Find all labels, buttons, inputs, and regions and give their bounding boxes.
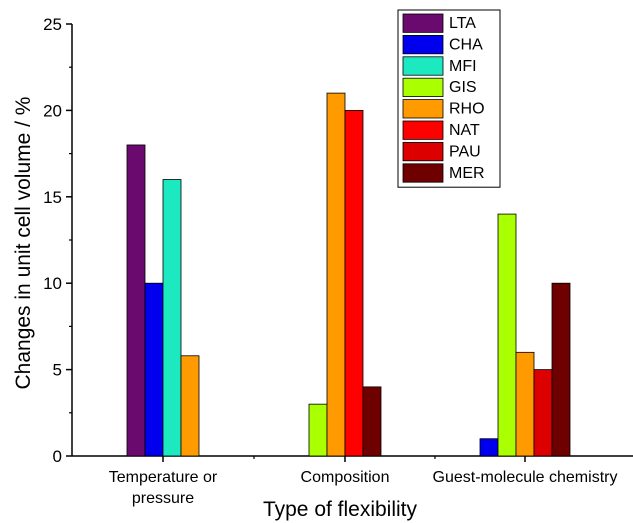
legend-swatch-lta bbox=[402, 13, 444, 33]
bar-rho bbox=[180, 355, 200, 457]
x-tick-label: Composition bbox=[301, 469, 390, 486]
legend-label-rho: RHO bbox=[449, 101, 485, 118]
y-tick-label: 5 bbox=[53, 361, 62, 380]
legend-swatch-pau bbox=[402, 141, 444, 162]
bar-cha bbox=[479, 438, 499, 457]
bar-pau bbox=[533, 369, 553, 457]
bar-mer bbox=[551, 282, 571, 457]
legend-label-nat: NAT bbox=[449, 122, 480, 139]
x-tick-label: Temperature or bbox=[109, 469, 218, 486]
bar-lta bbox=[126, 144, 146, 457]
legend-swatch-cha bbox=[402, 35, 444, 55]
x-axis-label: Type of flexibility bbox=[263, 498, 418, 521]
legend-label-cha: CHA bbox=[449, 36, 483, 53]
legend-swatch-nat bbox=[402, 120, 444, 140]
y-tick-label: 20 bbox=[43, 101, 62, 120]
bar-nat bbox=[344, 110, 364, 457]
legend-label-lta: LTA bbox=[449, 15, 476, 32]
legend-label-mer: MER bbox=[449, 165, 485, 182]
legend-swatch-gis bbox=[402, 77, 444, 97]
y-axis-label: Changes in unit cell volume / % bbox=[12, 97, 35, 390]
legend-swatch-mfi bbox=[402, 56, 444, 76]
legend-label-pau: PAU bbox=[449, 143, 481, 160]
bar-gis bbox=[497, 213, 517, 457]
legend-swatch-rho bbox=[402, 99, 444, 119]
bar-mer bbox=[362, 386, 382, 457]
legend-swatch-mer bbox=[402, 163, 444, 183]
y-tick-label: 25 bbox=[43, 15, 62, 34]
x-tick-label: pressure bbox=[132, 490, 194, 507]
y-tick-label: 15 bbox=[43, 188, 62, 207]
legend-label-gis: GIS bbox=[449, 79, 477, 96]
bar-gis bbox=[308, 403, 328, 457]
y-tick-label: 0 bbox=[53, 447, 62, 466]
bar-cha bbox=[144, 282, 164, 457]
plot-area: 0 5 10 15 20 25 Temperature or pressure Composit… bbox=[43, 9, 633, 507]
bar-mfi bbox=[162, 179, 182, 457]
legend-label-mfi: MFI bbox=[449, 58, 477, 75]
y-tick-label: 10 bbox=[43, 274, 62, 293]
bar-rho bbox=[515, 351, 535, 457]
bar-rho bbox=[326, 92, 346, 457]
x-tick-label: Guest-molecule chemistry bbox=[433, 469, 618, 486]
